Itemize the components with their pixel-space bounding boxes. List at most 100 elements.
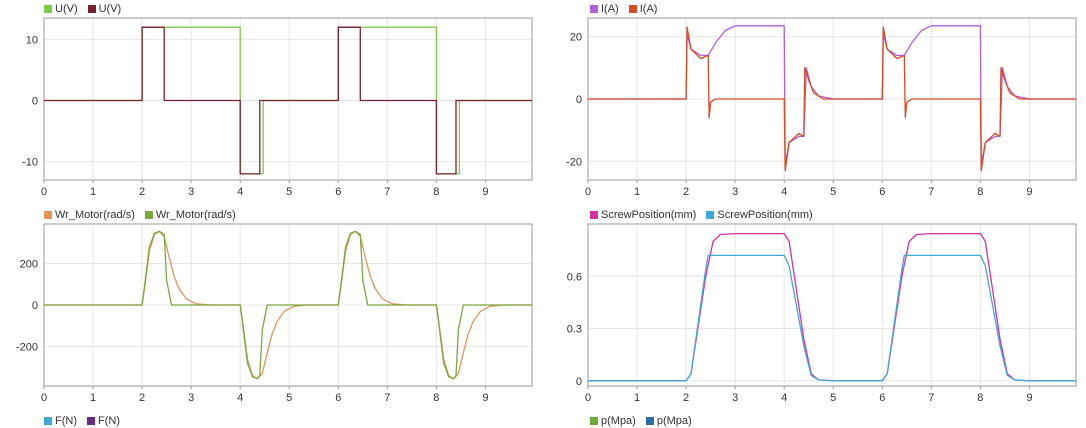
y-tick-label: -10: [22, 157, 38, 169]
y-tick-label: 0: [576, 376, 582, 388]
series-line-2: [588, 26, 1076, 172]
legend-item: I(A): [590, 3, 619, 15]
plot-frame: [43, 17, 533, 181]
legend-item: Wr_Motor(rad/s): [44, 209, 135, 221]
x-tick-label: 8: [977, 392, 983, 404]
plot-panel-1: 0 1 2 3 4 5 6 7 8 9 10 0 -10: [22, 17, 533, 198]
x-tick-label: 9: [482, 186, 488, 198]
legend-swatch: [44, 211, 52, 219]
plot-panel-3: 0 1 2 3 4 5 6 7 8 9 200 0 -200: [16, 223, 533, 404]
legend-swatch: [645, 417, 654, 425]
legend-item: Wr_Motor(rad/s): [144, 209, 236, 221]
legend-item: p(Mpa): [645, 415, 692, 427]
x-tick-label: 9: [1026, 186, 1032, 198]
legend-swatch: [590, 417, 598, 425]
legend-item: F(N): [87, 415, 120, 427]
legend-label: Wr_Motor(rad/s): [155, 209, 236, 221]
x-tick-label: 1: [90, 186, 96, 198]
x-tick-label: 1: [90, 392, 96, 404]
legend-lower-right: ScrewPosition(mm) ScrewPosition(mm): [590, 208, 813, 222]
x-tick-label: 7: [384, 186, 390, 198]
x-tick-label: 8: [977, 186, 983, 198]
x-tick-label: 7: [928, 186, 934, 198]
x-tick-label: 6: [335, 392, 341, 404]
x-tick-label: 0: [41, 392, 47, 404]
y-tick-label: 0.6: [567, 271, 582, 283]
legend-swatch: [590, 211, 598, 219]
x-tick-label: 9: [1026, 392, 1032, 404]
legend-label: p(Mpa): [601, 415, 636, 427]
legend-swatch: [628, 5, 637, 13]
x-tick-label: 0: [41, 186, 47, 198]
legend-swatch: [87, 5, 96, 13]
x-tick-label: 4: [781, 186, 787, 198]
x-tick-label: 5: [830, 186, 836, 198]
x-tick-label: 2: [683, 392, 689, 404]
x-tick-label: 7: [928, 392, 934, 404]
y-tick-label: 20: [570, 32, 582, 44]
x-tick-label: 6: [335, 186, 341, 198]
x-tick-label: 3: [188, 392, 194, 404]
x-tick-label: 3: [188, 186, 194, 198]
series-line-1: [588, 25, 1076, 166]
plot-panel-4: 0 1 2 3 4 5 6 7 8 9 0.6 0.3 0: [567, 223, 1077, 404]
legend-swatch: [44, 5, 52, 13]
x-tick-label: 8: [433, 392, 439, 404]
x-tick-label: 9: [482, 392, 488, 404]
legend-item: U(V): [44, 3, 78, 15]
y-tick-label: 10: [26, 34, 38, 46]
series-line-2: [44, 230, 532, 380]
legend-item: ScrewPosition(mm): [706, 209, 813, 221]
y-tick-label: 0: [32, 96, 38, 108]
x-tick-label: 4: [237, 392, 243, 404]
y-tick-label: 0: [576, 94, 582, 106]
legend-label: Wr_Motor(rad/s): [55, 209, 135, 221]
x-tick-label: 6: [879, 392, 885, 404]
x-tick-label: 5: [830, 392, 836, 404]
legend-item: U(V): [87, 3, 122, 15]
series-line-2: [44, 26, 532, 175]
legend-bottom-right: p(Mpa) p(Mpa): [590, 414, 692, 428]
series-line-2: [588, 254, 1076, 382]
x-tick-label: 1: [634, 392, 640, 404]
legend-label: F(N): [55, 415, 77, 427]
legend-lower-left: Wr_Motor(rad/s) Wr_Motor(rad/s): [44, 208, 236, 222]
x-tick-label: 3: [732, 186, 738, 198]
legend-label: ScrewPosition(mm): [601, 209, 697, 221]
legend-item: p(Mpa): [590, 415, 636, 427]
legend-swatch: [144, 211, 153, 219]
legend-item: F(N): [44, 415, 77, 427]
legend-label: ScrewPosition(mm): [717, 209, 813, 221]
y-tick-label: 0.3: [567, 324, 582, 336]
y-tick-label: -20: [566, 156, 582, 168]
plot-panel-2: 0 1 2 3 4 5 6 7 8 9 20 0 -20: [566, 17, 1077, 198]
x-tick-label: 2: [139, 186, 145, 198]
x-tick-label: 5: [286, 392, 292, 404]
x-tick-label: 4: [237, 186, 243, 198]
x-tick-label: 6: [879, 186, 885, 198]
legend-item: I(A): [628, 3, 658, 15]
x-tick-label: 0: [585, 186, 591, 198]
x-tick-label: 5: [286, 186, 292, 198]
x-tick-label: 4: [781, 392, 787, 404]
y-tick-label: 200: [20, 258, 38, 270]
x-tick-label: 2: [683, 186, 689, 198]
legend-swatch: [706, 211, 715, 219]
legend-label: I(A): [639, 3, 658, 15]
legend-label: p(Mpa): [656, 415, 692, 427]
legend-swatch: [44, 417, 52, 425]
plot-frame: [587, 223, 1077, 387]
legend-upper-left: U(V) U(V): [44, 2, 121, 16]
y-tick-label: -200: [16, 342, 38, 354]
legend-swatch: [87, 417, 95, 425]
legend-bottom-left: F(N) F(N): [44, 414, 120, 428]
legend-label: U(V): [98, 3, 122, 15]
legend-label: U(V): [55, 3, 78, 15]
x-tick-label: 0: [585, 392, 591, 404]
y-tick-label: 0: [32, 300, 38, 312]
x-tick-label: 1: [634, 186, 640, 198]
x-tick-label: 8: [433, 186, 439, 198]
x-tick-label: 2: [139, 392, 145, 404]
legend-swatch: [590, 5, 598, 13]
